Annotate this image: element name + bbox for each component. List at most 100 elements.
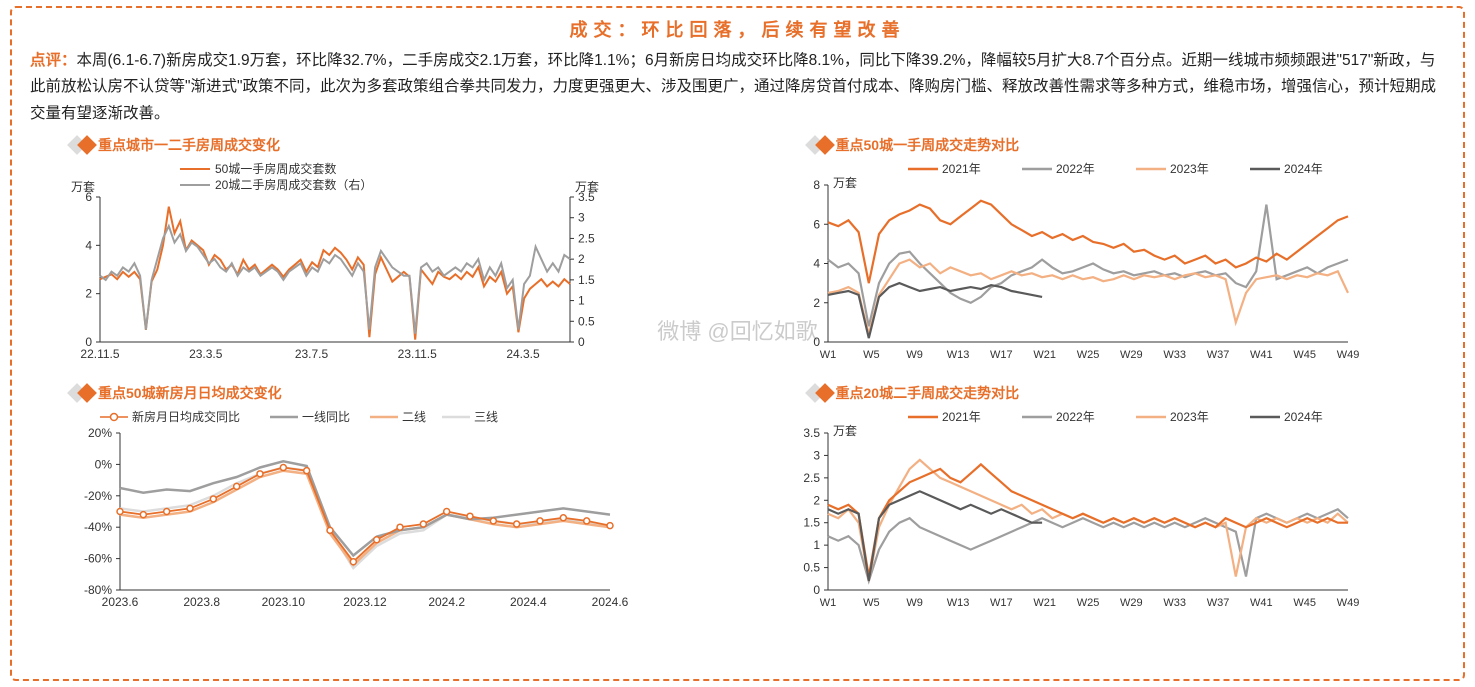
svg-text:1: 1 xyxy=(578,294,585,308)
svg-text:6: 6 xyxy=(813,217,820,231)
panel-title-a-text: 重点城市一二手房周成交变化 xyxy=(98,135,280,155)
svg-text:0.5: 0.5 xyxy=(578,314,595,328)
svg-text:1: 1 xyxy=(813,538,820,552)
svg-text:W37: W37 xyxy=(1206,597,1229,609)
svg-text:0: 0 xyxy=(813,583,820,597)
svg-text:24.3.5: 24.3.5 xyxy=(506,347,540,361)
svg-text:2023年: 2023年 xyxy=(1170,162,1209,176)
svg-text:0%: 0% xyxy=(95,457,113,471)
svg-text:2023.8: 2023.8 xyxy=(183,595,220,609)
svg-text:2024.2: 2024.2 xyxy=(428,595,465,609)
svg-text:W29: W29 xyxy=(1120,597,1143,609)
svg-text:W45: W45 xyxy=(1293,349,1316,361)
chart-a: 50城一手房周成交套数20城二手房周成交套数（右）万套万套024600.511.… xyxy=(30,157,630,367)
svg-text:一线同比: 一线同比 xyxy=(302,410,350,424)
svg-text:3: 3 xyxy=(578,211,585,225)
svg-text:2023.12: 2023.12 xyxy=(343,595,387,609)
svg-text:W41: W41 xyxy=(1250,349,1273,361)
panel-title-b: 重点50城新房月日均成交变化 xyxy=(70,383,708,403)
svg-text:W5: W5 xyxy=(863,349,880,361)
page-title: 成交：环比回落，后续有望改善 xyxy=(30,16,1445,42)
panel-chart-a: 重点城市一二手房周成交变化 50城一手房周成交套数20城二手房周成交套数（右）万… xyxy=(30,135,708,377)
panel-title-d-text: 重点20城二手周成交走势对比 xyxy=(836,383,1020,403)
svg-text:W45: W45 xyxy=(1293,597,1316,609)
svg-text:22.11.5: 22.11.5 xyxy=(80,347,119,361)
svg-text:W25: W25 xyxy=(1076,597,1099,609)
svg-text:W49: W49 xyxy=(1336,597,1359,609)
svg-text:2022年: 2022年 xyxy=(1056,410,1095,424)
svg-text:-20%: -20% xyxy=(84,489,112,503)
svg-text:2024年: 2024年 xyxy=(1284,410,1323,424)
svg-text:二线: 二线 xyxy=(402,410,426,424)
svg-text:2021年: 2021年 xyxy=(942,410,981,424)
svg-text:1.5: 1.5 xyxy=(803,516,820,530)
svg-text:2024年: 2024年 xyxy=(1284,162,1323,176)
svg-text:2024.4: 2024.4 xyxy=(510,595,547,609)
svg-text:0.5: 0.5 xyxy=(803,561,820,575)
svg-text:W1: W1 xyxy=(819,597,836,609)
svg-text:23.7.5: 23.7.5 xyxy=(295,347,329,361)
svg-text:W29: W29 xyxy=(1120,349,1143,361)
svg-text:W1: W1 xyxy=(819,349,836,361)
chart-c: 2021年2022年2023年2024年万套02468W1W5W9W13W17W… xyxy=(768,157,1368,367)
svg-text:-40%: -40% xyxy=(84,520,112,534)
svg-text:W21: W21 xyxy=(1033,349,1056,361)
svg-text:20城二手房周成交套数（右）: 20城二手房周成交套数（右） xyxy=(215,177,372,192)
report-frame: 成交：环比回落，后续有望改善 点评：本周(6.1-6.7)新房成交1.9万套，环… xyxy=(10,6,1465,681)
commentary-label: 点评： xyxy=(30,52,77,69)
panel-title-c: 重点50城一手周成交走势对比 xyxy=(808,135,1446,155)
svg-text:W13: W13 xyxy=(946,597,969,609)
svg-text:W9: W9 xyxy=(906,349,923,361)
svg-text:1.5: 1.5 xyxy=(578,273,595,287)
commentary-block: 点评：本周(6.1-6.7)新房成交1.9万套，环比降32.7%，二手房成交2.… xyxy=(30,48,1445,127)
svg-text:W17: W17 xyxy=(990,597,1013,609)
svg-text:2023.10: 2023.10 xyxy=(262,595,306,609)
svg-text:8: 8 xyxy=(813,178,820,192)
svg-text:2: 2 xyxy=(85,287,92,301)
svg-text:4: 4 xyxy=(813,257,820,271)
svg-text:万套: 万套 xyxy=(833,176,857,190)
svg-text:W33: W33 xyxy=(1163,349,1186,361)
panel-chart-b: 重点50城新房月日均成交变化 新房月日均成交同比一线同比二线三线-80%-60%… xyxy=(30,383,708,625)
svg-text:W17: W17 xyxy=(990,349,1013,361)
chart-grid: 重点城市一二手房周成交变化 50城一手房周成交套数20城二手房周成交套数（右） 万… xyxy=(30,135,1445,625)
svg-text:2021年: 2021年 xyxy=(942,162,981,176)
panel-title-c-text: 重点50城一手周成交走势对比 xyxy=(836,135,1020,155)
svg-text:3.5: 3.5 xyxy=(578,190,595,204)
svg-text:新房月日均成交同比: 新房月日均成交同比 xyxy=(132,409,240,424)
svg-text:W37: W37 xyxy=(1206,349,1229,361)
panel-title-a: 重点城市一二手房周成交变化 xyxy=(70,135,708,155)
svg-text:2023年: 2023年 xyxy=(1170,410,1209,424)
svg-text:2023.6: 2023.6 xyxy=(102,595,139,609)
panel-title-d: 重点20城二手周成交走势对比 xyxy=(808,383,1446,403)
svg-text:W9: W9 xyxy=(906,597,923,609)
svg-text:三线: 三线 xyxy=(474,410,498,424)
chart-b: 新房月日均成交同比一线同比二线三线-80%-60%-40%-20%0%20%20… xyxy=(30,405,630,615)
svg-text:3: 3 xyxy=(813,448,820,462)
svg-text:4: 4 xyxy=(85,238,92,252)
svg-text:W25: W25 xyxy=(1076,349,1099,361)
panel-chart-c: 重点50城一手周成交走势对比 2021年2022年2023年2024年万套024… xyxy=(768,135,1446,377)
svg-text:W49: W49 xyxy=(1336,349,1359,361)
svg-text:23.11.5: 23.11.5 xyxy=(398,347,437,361)
panel-title-b-text: 重点50城新房月日均成交变化 xyxy=(98,383,282,403)
svg-text:2.5: 2.5 xyxy=(578,231,595,245)
svg-text:6: 6 xyxy=(85,190,92,204)
svg-text:2: 2 xyxy=(813,296,820,310)
svg-text:3.5: 3.5 xyxy=(803,426,820,440)
svg-text:-60%: -60% xyxy=(84,552,112,566)
svg-text:2022年: 2022年 xyxy=(1056,162,1095,176)
svg-text:W13: W13 xyxy=(946,349,969,361)
svg-text:23.3.5: 23.3.5 xyxy=(189,347,223,361)
svg-text:2024.6: 2024.6 xyxy=(592,595,629,609)
svg-text:W5: W5 xyxy=(863,597,880,609)
svg-text:万套: 万套 xyxy=(833,424,857,438)
svg-text:20%: 20% xyxy=(88,426,112,440)
commentary-text: 本周(6.1-6.7)新房成交1.9万套，环比降32.7%，二手房成交2.1万套… xyxy=(30,52,1436,122)
svg-text:0: 0 xyxy=(578,335,585,349)
chart-d: 2021年2022年2023年2024年万套00.511.522.533.5W1… xyxy=(768,405,1368,615)
svg-text:2.5: 2.5 xyxy=(803,471,820,485)
svg-text:50城一手房周成交套数: 50城一手房周成交套数 xyxy=(215,161,336,176)
svg-text:W41: W41 xyxy=(1250,597,1273,609)
svg-text:2: 2 xyxy=(578,252,585,266)
